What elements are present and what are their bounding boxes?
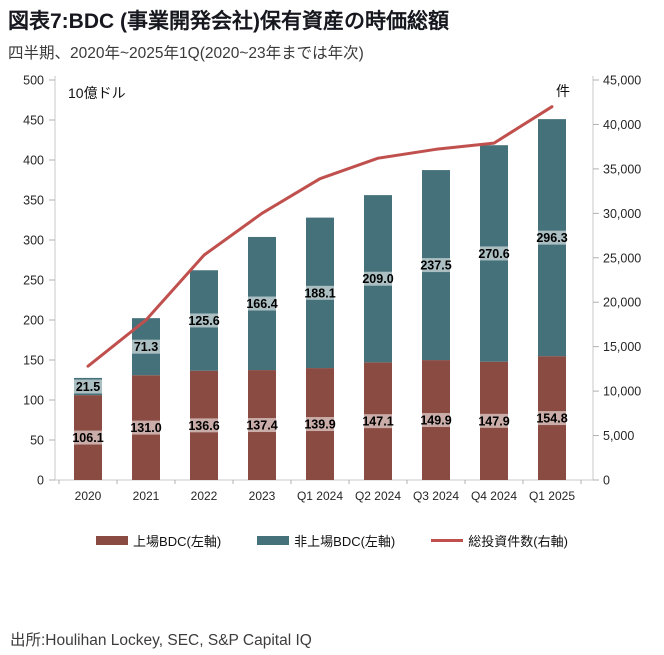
unlisted-bdc-value-label-bg	[473, 246, 515, 261]
listed-bdc-swatch	[96, 536, 129, 545]
listed-bdc-value-label: 131.0	[130, 421, 161, 435]
unlisted-bdc-value-label: 166.4	[246, 297, 277, 311]
unlisted-bdc-value-label-bg	[299, 285, 341, 300]
x-axis-category-label: 2022	[191, 489, 218, 503]
page-title: 図表7:BDC (事業開発会社)保有資産の時価総額	[8, 10, 449, 33]
left-axis-tick-label: 200	[23, 314, 44, 328]
right-axis-tick-label: 40,000	[603, 118, 641, 132]
source-note: 出所:Houlihan Lockey, SEC, S&P Capital IQ	[10, 632, 312, 649]
chart-subtitle: 四半期、2020年~2025年1Q(2020~23年までは年次)	[8, 45, 364, 62]
x-axis-category-label: 2020	[75, 489, 102, 503]
unlisted-bdc-value-label-bg	[71, 379, 105, 394]
listed-bdc-value-label-bg	[299, 417, 341, 432]
listed-bdc-value-label: 147.9	[478, 414, 509, 428]
right-axis-unit-label: 件	[556, 83, 570, 99]
left-axis-tick-label: 450	[23, 114, 44, 128]
unlisted-bdc-swatch	[257, 536, 290, 545]
unlisted-bdc-value-label: 21.5	[76, 380, 100, 394]
listed-bdc-value-label: 106.1	[72, 431, 103, 445]
listed-bdc-value-label-bg	[357, 414, 399, 429]
left-axis-tick-label: 0	[37, 474, 44, 488]
legend-label: 非上場BDC(左軸)	[294, 534, 396, 549]
unlisted-bdc-value-label-bg	[241, 296, 283, 311]
x-axis-category-label: Q3 2024	[413, 489, 459, 503]
unlisted-bdc-value-label-bg	[531, 230, 573, 245]
right-axis-tick-label: 25,000	[603, 251, 641, 265]
listed-bdc-value-label: 139.9	[304, 418, 335, 432]
right-axis-tick-label: 10,000	[603, 385, 641, 399]
x-axis-category-label: Q1 2024	[297, 489, 343, 503]
listed-bdc-value-label: 136.6	[188, 419, 219, 433]
left-axis-tick-label: 250	[23, 274, 44, 288]
chart-area: 0 50 100 150 200 250 300 350 400 450 500 0 5,000 10,0…	[0, 68, 664, 521]
right-axis-tick-label: 30,000	[603, 207, 641, 221]
unlisted-bdc-value-label-bg	[415, 258, 457, 273]
left-axis-tick-label: 300	[23, 234, 44, 248]
legend-label: 上場BDC(左軸)	[133, 534, 222, 549]
unlisted-bdc-value-label: 270.6	[478, 247, 509, 261]
total-investments-line-swatch	[431, 539, 464, 542]
unlisted-bdc-value-label: 209.0	[362, 272, 393, 286]
unlisted-bdc-value-label: 71.3	[134, 340, 158, 354]
legend-label: 総投資件数(右軸)	[468, 534, 568, 549]
unlisted-bdc-value-label: 125.6	[188, 314, 219, 328]
listed-bdc-value-label-bg	[241, 418, 283, 433]
right-axis-tick-label: 45,000	[603, 74, 641, 88]
left-axis-tick-label: 400	[23, 154, 44, 168]
left-axis-tick-label: 50	[30, 434, 44, 448]
unlisted-bdc-value-label: 188.1	[304, 286, 335, 300]
listed-bdc-value-label-bg	[473, 413, 515, 428]
right-axis-tick-label: 5,000	[603, 429, 634, 443]
legend-item-total-investments: 総投資件数(右軸)	[431, 531, 568, 550]
listed-bdc-value-label-bg	[531, 411, 573, 426]
listed-bdc-value-label: 149.9	[420, 414, 451, 428]
stacked-bar-line-chart: 0 50 100 150 200 250 300 350 400 450 500 0 5,000 10,0…	[23, 74, 641, 504]
x-axis-category-label: 2021	[133, 489, 160, 503]
total-investments-line	[86, 105, 554, 368]
legend-item-listed-bdc: 上場BDC(左軸)	[96, 531, 221, 550]
unlisted-bdc-value-label-bg	[357, 271, 399, 286]
unlisted-bdc-value-label: 296.3	[536, 231, 567, 245]
left-axis-tick-label: 500	[23, 74, 44, 88]
right-axis-tick-label: 15,000	[603, 340, 641, 354]
legend-item-unlisted-bdc: 非上場BDC(左軸)	[257, 531, 395, 550]
left-axis-tick-label: 150	[23, 354, 44, 368]
listed-bdc-value-label: 147.1	[362, 415, 393, 429]
x-axis-category-label: 2023	[249, 489, 276, 503]
right-axis-tick-label: 0	[603, 474, 610, 488]
listed-bdc-value-label-bg	[125, 420, 167, 435]
listed-bdc-value-label: 137.4	[246, 419, 277, 433]
chart-legend: 上場BDC(左軸) 非上場BDC(左軸) 総投資件数(右軸)	[0, 531, 664, 550]
right-axis-tick-label: 35,000	[603, 162, 641, 176]
x-axis-category-label: Q1 2025	[529, 489, 575, 503]
listed-bdc-value-label-bg	[183, 418, 225, 433]
x-axis-category-label: Q2 2024	[355, 489, 401, 503]
right-axis-tick-label: 20,000	[603, 296, 641, 310]
unlisted-bdc-value-label: 237.5	[420, 259, 451, 273]
chart-header: 図表7:BDC (事業開発会社)保有資産の時価総額 四半期、2020年~2025…	[0, 0, 664, 64]
left-axis-tick-label: 100	[23, 394, 44, 408]
left-axis-unit-label: 10億ドル	[68, 85, 126, 101]
listed-bdc-value-label-bg	[415, 413, 457, 428]
listed-bdc-value-label: 154.8	[536, 412, 567, 426]
listed-bdc-value-label-bg	[67, 430, 109, 445]
unlisted-bdc-value-label-bg	[183, 313, 225, 328]
left-axis-tick-label: 350	[23, 194, 44, 208]
unlisted-bdc-value-label-bg	[129, 339, 163, 354]
x-axis-category-label: Q4 2024	[471, 489, 517, 503]
